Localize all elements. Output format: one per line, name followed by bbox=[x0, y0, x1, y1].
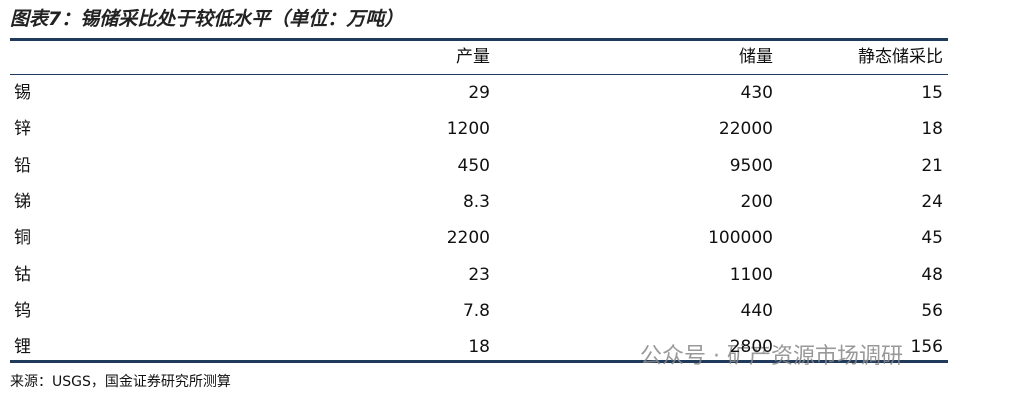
cell: 48 bbox=[921, 264, 943, 285]
cell: 450 bbox=[457, 155, 490, 176]
row-label: 钴 bbox=[14, 264, 31, 285]
cell: 7.8 bbox=[462, 300, 490, 321]
row-label: 锂 bbox=[14, 337, 31, 358]
column-header: 静态储采比 bbox=[858, 47, 943, 67]
column-header: 产量 bbox=[456, 47, 490, 67]
cell: 29 bbox=[468, 83, 490, 103]
cell: 21 bbox=[921, 155, 943, 176]
cell: 440 bbox=[740, 300, 773, 321]
cell: 15 bbox=[921, 83, 943, 103]
cell: 430 bbox=[740, 83, 773, 103]
cell: 100000 bbox=[708, 228, 773, 249]
cell: 200 bbox=[740, 191, 773, 212]
cell: 18 bbox=[921, 119, 943, 140]
top-rule bbox=[10, 38, 948, 41]
cell: 23 bbox=[468, 264, 490, 285]
cell: 9500 bbox=[729, 155, 773, 176]
cell: 18 bbox=[468, 337, 490, 358]
row-label: 铜 bbox=[14, 228, 31, 249]
cell: 56 bbox=[921, 300, 943, 321]
source: 来源：USGS，国金证券研究所测算 bbox=[10, 374, 231, 390]
row-label: 锑 bbox=[14, 191, 31, 212]
cell: 2800 bbox=[729, 337, 773, 358]
cell: 45 bbox=[921, 228, 943, 249]
title: 图表7：锡储采比处于较低水平（单位：万吨） bbox=[10, 8, 404, 30]
cell: 8.3 bbox=[462, 191, 490, 212]
row-label: 铅 bbox=[14, 155, 31, 176]
row-label: 锡 bbox=[14, 83, 31, 103]
column-header: 储量 bbox=[739, 47, 773, 67]
cell: 24 bbox=[921, 191, 943, 212]
row-label: 锌 bbox=[14, 119, 31, 140]
cell: 2200 bbox=[446, 228, 490, 249]
cell: 22000 bbox=[718, 119, 773, 140]
bottom-rule bbox=[10, 360, 948, 363]
cell: 156 bbox=[910, 337, 943, 358]
watermark: 公众号 · 矿产资源市场调研 bbox=[640, 344, 903, 369]
row-label: 钨 bbox=[14, 300, 31, 321]
cell: 1200 bbox=[446, 119, 490, 140]
cell: 1100 bbox=[729, 264, 773, 285]
header-rule bbox=[10, 74, 948, 75]
